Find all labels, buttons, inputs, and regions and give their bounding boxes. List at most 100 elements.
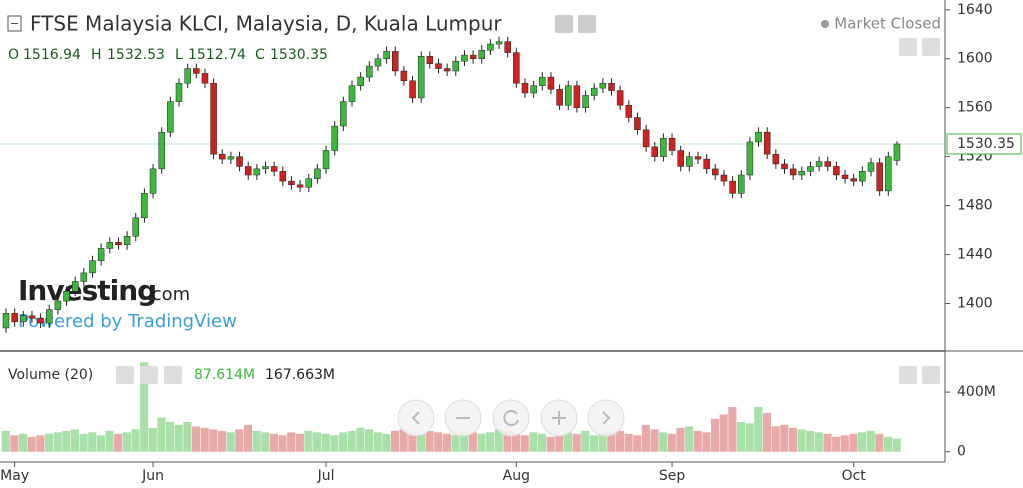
candle-body	[469, 54, 477, 59]
candle-body	[590, 87, 598, 96]
visibility-button[interactable]	[116, 366, 134, 384]
volume-bar	[806, 430, 815, 452]
volume-bar	[477, 433, 486, 452]
volume-bar	[166, 421, 175, 452]
scroll-right-button[interactable]	[587, 399, 625, 437]
volume-bar	[451, 435, 460, 452]
candle-body	[400, 70, 408, 82]
volume-bar	[226, 432, 235, 452]
collapse-button[interactable]	[7, 15, 22, 32]
candle-body	[487, 43, 494, 51]
candle-body	[651, 146, 658, 157]
candle-body	[772, 153, 780, 165]
volume-bar	[780, 424, 789, 452]
candle-body	[746, 141, 754, 176]
candle-body	[703, 158, 710, 170]
settings-button[interactable]	[140, 366, 158, 384]
volume-bar	[866, 430, 875, 452]
ohlc-value: 1530.35	[270, 47, 328, 63]
candle-body	[867, 162, 875, 172]
candle-body	[63, 291, 70, 302]
remove-button[interactable]	[164, 366, 182, 384]
volume-bar	[295, 433, 304, 452]
y-tick-label: 1560	[957, 100, 993, 116]
scroll-left-button[interactable]	[397, 399, 435, 437]
candle-body	[504, 41, 511, 53]
candle-body	[859, 171, 866, 182]
volume-bar	[494, 429, 503, 452]
candle-body	[616, 90, 624, 106]
volume-bar	[892, 438, 901, 452]
maximize-button[interactable]	[922, 366, 940, 384]
ohlc-label: O	[8, 47, 19, 63]
volume-bar	[364, 429, 374, 452]
volume-bar	[710, 418, 720, 452]
x-tick-label: Aug	[503, 468, 530, 484]
candle-body	[599, 82, 607, 89]
last-price-label: 1530.35	[957, 136, 1015, 152]
volume-bar	[96, 435, 105, 452]
volume-bar	[114, 433, 123, 452]
move-down-button[interactable]	[899, 38, 917, 56]
reset-button[interactable]	[492, 399, 530, 437]
market-status: Market Closed	[834, 15, 941, 33]
volume-bar	[563, 432, 573, 452]
candle-body	[417, 56, 425, 99]
volume-bar	[425, 430, 434, 452]
candle-body	[409, 80, 416, 99]
volume-bar	[719, 414, 728, 452]
x-tick-label: Jun	[141, 468, 164, 484]
candle-body	[132, 217, 139, 237]
candle-body	[97, 248, 105, 261]
candle-body	[314, 168, 321, 179]
candle-body	[236, 156, 243, 167]
candle-body	[625, 104, 633, 118]
candle-body	[815, 161, 823, 167]
volume-bar	[659, 432, 668, 452]
candle-body	[392, 51, 399, 72]
volume-bar	[183, 421, 192, 452]
candle-body	[141, 193, 148, 219]
candle-body	[348, 85, 356, 102]
candle-body	[426, 56, 434, 64]
volume-bar	[736, 421, 746, 452]
candle-body	[824, 161, 831, 167]
y2-tick-label: 0	[957, 444, 966, 460]
candle-body	[565, 85, 572, 106]
settings-button[interactable]	[578, 15, 596, 33]
volume-bar	[105, 430, 114, 452]
visibility-button[interactable]	[555, 15, 573, 33]
volume-bar	[762, 412, 772, 452]
candle-body	[660, 138, 667, 157]
candle-body	[461, 54, 468, 62]
candle-body	[712, 168, 719, 176]
candle-body	[521, 82, 529, 94]
volume-bar	[771, 426, 780, 452]
x-tick-label: May	[0, 468, 29, 484]
candle-body	[331, 125, 338, 151]
candle-body	[556, 89, 563, 106]
volume-bar	[537, 433, 547, 452]
candle-body	[781, 163, 788, 170]
x-tick-label: Oct	[842, 468, 867, 484]
volume-bar	[442, 433, 451, 452]
chart-title: FTSE Malaysia KLCI, Malaysia, D, Kuala L…	[30, 12, 502, 36]
candle-body	[253, 168, 261, 176]
volume-bar	[235, 429, 244, 452]
volume-bar	[252, 430, 261, 452]
candle-body	[833, 166, 840, 176]
volume-bar	[131, 429, 140, 452]
volume-bar	[503, 430, 512, 452]
volume-bar	[883, 436, 893, 452]
candle-body	[495, 41, 503, 45]
candle-body	[850, 178, 857, 182]
volume-bar	[191, 426, 201, 452]
volume-bar	[832, 436, 841, 452]
maximize-button[interactable]	[922, 38, 940, 56]
move-up-button[interactable]	[899, 366, 917, 384]
volume-bar	[849, 433, 858, 452]
candle-body	[279, 171, 287, 182]
volume-bar	[520, 435, 529, 452]
volume-bar	[633, 435, 642, 452]
candle-body	[452, 60, 460, 72]
